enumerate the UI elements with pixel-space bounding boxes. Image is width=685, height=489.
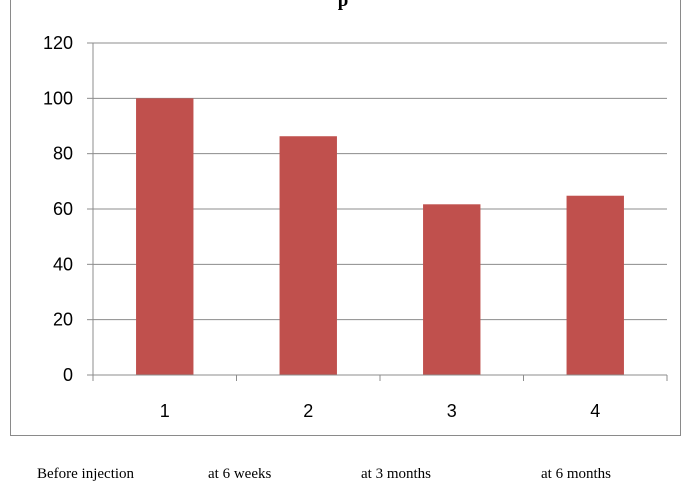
bar-3 xyxy=(423,204,481,375)
caption-before-injection: Before injection xyxy=(37,466,135,482)
y-tick-label-40: 40 xyxy=(53,254,73,274)
x-tick-label-2: 2 xyxy=(303,401,313,421)
y-tick-label-60: 60 xyxy=(53,199,73,219)
x-tick-label-3: 3 xyxy=(447,401,457,421)
chart-frame xyxy=(10,0,681,436)
bar-1 xyxy=(136,98,194,375)
y-tick-label-80: 80 xyxy=(53,144,73,164)
caption-at-3-months: at 3 months xyxy=(361,466,431,482)
bar-4 xyxy=(566,195,624,375)
x-captions: Before injection at 6 weeks at 3 months … xyxy=(0,466,685,486)
x-tick-label-1: 1 xyxy=(160,401,170,421)
y-tick-label-0: 0 xyxy=(63,365,73,385)
bar-chart: p 0 20 40 60 80 100 120 1 2 3 4 xyxy=(43,0,668,421)
y-tick-label-20: 20 xyxy=(53,310,73,330)
caption-at-6-weeks: at 6 weeks xyxy=(208,466,272,482)
x-tick-label-4: 4 xyxy=(590,401,600,421)
bar-2 xyxy=(279,136,337,375)
chart-title: p xyxy=(338,0,349,11)
y-tick-label-100: 100 xyxy=(43,88,73,108)
caption-at-6-months: at 6 months xyxy=(541,466,611,482)
y-tick-label-120: 120 xyxy=(43,33,73,53)
